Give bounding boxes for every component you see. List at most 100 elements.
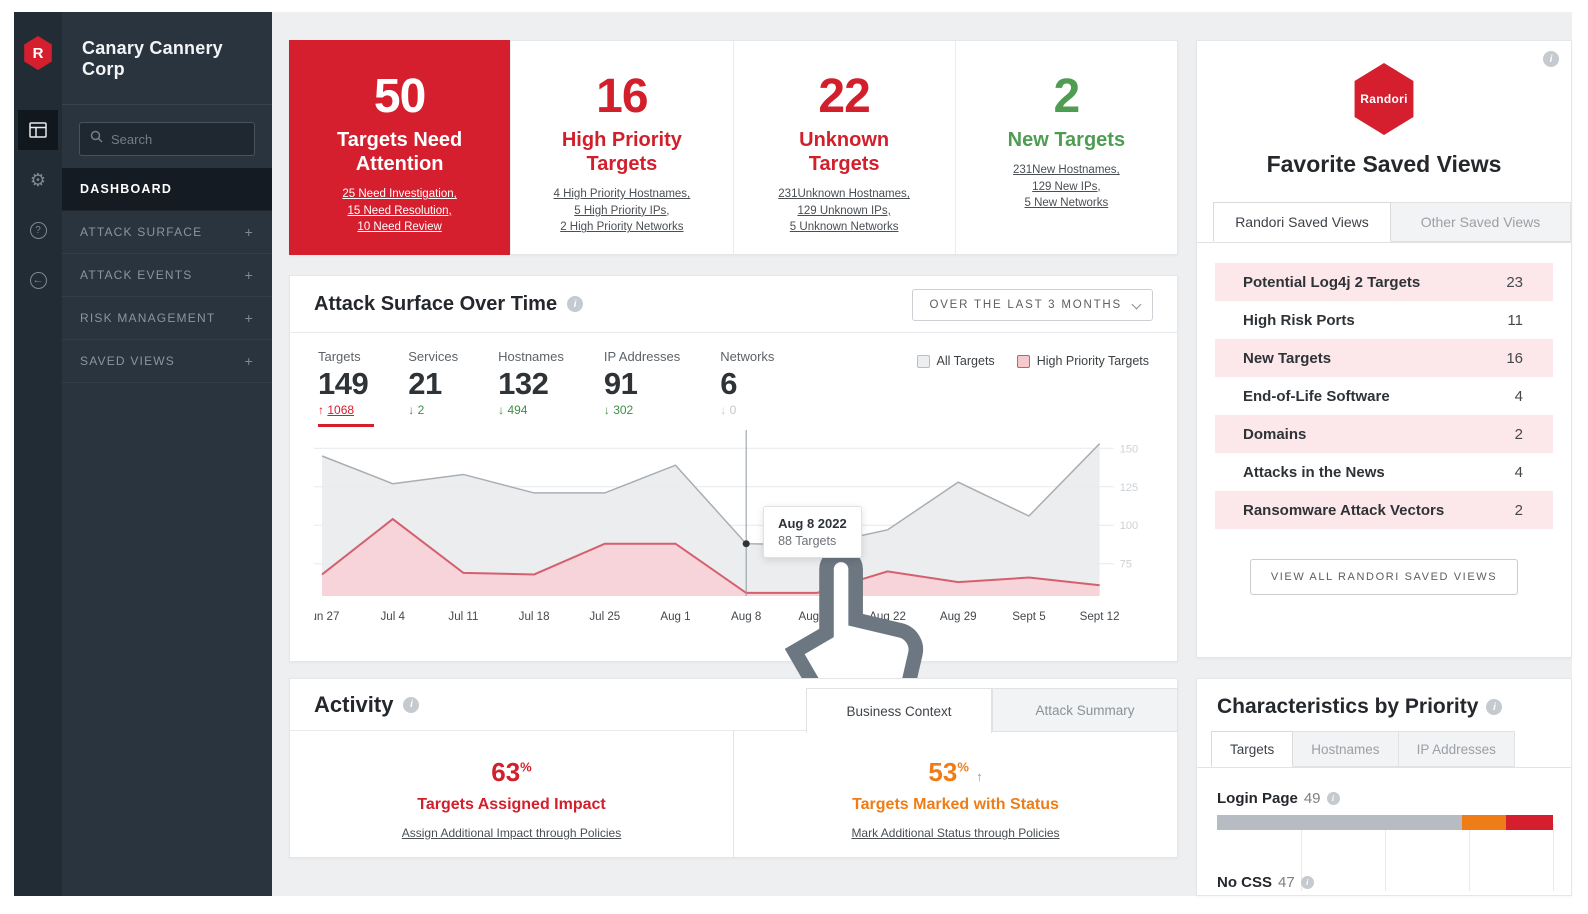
tab-attack-summary[interactable]: Attack Summary	[992, 688, 1178, 732]
dashboard-icon	[29, 122, 47, 138]
summary-link[interactable]: 5 New Networks	[1024, 197, 1109, 210]
randori-logo-small[interactable]: R	[24, 36, 52, 70]
sidebar-item-saved-views[interactable]: SAVED VIEWS +	[62, 340, 272, 383]
sidebar-search[interactable]	[79, 122, 255, 156]
time-range-dropdown[interactable]: OVER THE LAST 3 MONTHS	[912, 289, 1153, 321]
summary-link[interactable]: 231Unknown Hostnames,	[778, 188, 910, 200]
stat-services[interactable]: Services 21 ↓ 2	[408, 349, 459, 417]
characteristic-row-login-page[interactable]: Login Page 49	[1217, 790, 1553, 830]
activity-card: Activity Business Context Attack Summary…	[289, 678, 1178, 858]
tab-other-saved-views[interactable]: Other Saved Views	[1391, 202, 1571, 242]
summary-link[interactable]: 5 High Priority IPs,	[574, 204, 670, 217]
svg-text:Aug 8: Aug 8	[731, 611, 761, 623]
tab-targets[interactable]: Targets	[1211, 731, 1294, 767]
assign-impact-link[interactable]: Assign Additional Impact through Policie…	[401, 826, 622, 840]
summary-label: Targets Need Attention	[337, 129, 463, 175]
summary-value: 2	[1053, 70, 1081, 123]
dashboard-rail-button[interactable]	[18, 110, 58, 150]
summary-link[interactable]: 129 Unknown IPs,	[797, 204, 891, 217]
logout-rail-button[interactable]	[18, 260, 58, 300]
view-all-saved-views-button[interactable]: VIEW ALL RANDORI SAVED VIEWS	[1249, 559, 1519, 595]
summary-cards-row: 50 Targets Need Attention 25 Need Invest…	[289, 40, 1178, 255]
tab-business-context[interactable]: Business Context	[806, 688, 992, 733]
tab-randori-saved-views[interactable]: Randori Saved Views	[1213, 202, 1391, 242]
logout-icon	[29, 271, 47, 289]
chart-legend: All Targets High Priority Targets	[916, 354, 1149, 368]
svg-text:Jun 27: Jun 27	[314, 611, 339, 623]
summary-link[interactable]: 4 High Priority Hostnames,	[553, 188, 691, 200]
info-icon[interactable]	[1326, 792, 1340, 805]
trend-up-icon: ↑	[318, 403, 324, 417]
info-icon[interactable]	[1300, 876, 1314, 889]
summary-link[interactable]: 25 Need Investigation,	[342, 188, 457, 200]
tab-hostnames[interactable]: Hostnames	[1293, 731, 1399, 767]
list-item[interactable]: New Targets 16	[1215, 339, 1553, 377]
summary-link[interactable]: 15 Need Resolution,	[347, 204, 452, 217]
summary-link[interactable]: 5 Unknown Networks	[789, 221, 899, 234]
stat-hostnames[interactable]: Hostnames 132 ↓ 494	[498, 349, 564, 417]
expand-icon: +	[244, 224, 254, 240]
summary-link[interactable]: 129 New IPs,	[1032, 180, 1101, 193]
summary-link[interactable]: 2 High Priority Networks	[560, 221, 684, 234]
info-icon[interactable]	[567, 296, 584, 312]
info-icon[interactable]	[1543, 51, 1559, 67]
tab-ip-addresses[interactable]: IP Addresses	[1398, 731, 1515, 767]
attack-surface-chart[interactable]: 75 100 125 150 Jun 27 Jul 4 Jul 11 Jul 18 Jul 25…	[305, 426, 1153, 720]
stat-targets[interactable]: Targets 149 ↑ 1068	[318, 349, 375, 427]
settings-rail-button[interactable]: ⚙	[18, 160, 58, 200]
svg-text:Sept 12: Sept 12	[1080, 611, 1120, 623]
svg-text:75: 75	[1120, 559, 1132, 571]
sidebar-item-dashboard[interactable]: DASHBOARD	[62, 168, 272, 211]
list-item[interactable]: Potential Log4j 2 Targets 23	[1215, 263, 1553, 301]
search-input[interactable]	[111, 131, 244, 147]
attack-surface-over-time-card: Attack Surface Over Time OVER THE LAST 3…	[289, 275, 1178, 720]
favorite-saved-views-card: Randori Favorite Saved Views Randori Sav…	[1196, 40, 1572, 658]
legend-all-targets[interactable]: All Targets	[916, 354, 995, 368]
gear-icon: ⚙	[29, 170, 47, 190]
bar-gridlines	[1217, 824, 1554, 891]
info-icon[interactable]	[1486, 699, 1503, 715]
sidebar-item-attack-events[interactable]: ATTACK EVENTS +	[62, 254, 272, 297]
summary-link[interactable]: 231New Hostnames,	[1013, 164, 1120, 176]
trend-up-icon: ↑	[976, 769, 983, 784]
mark-status-link[interactable]: Mark Additional Status through Policies	[851, 826, 1060, 840]
attack-surface-title: Attack Surface Over Time	[314, 292, 558, 315]
summary-card-unknown-targets[interactable]: 22 Unknown Targets 231Unknown Hostnames,…	[734, 41, 956, 254]
list-item[interactable]: Domains 2	[1215, 415, 1553, 453]
summary-card-targets-need-attention[interactable]: 50 Targets Need Attention 25 Need Invest…	[289, 40, 512, 255]
svg-text:Jul 18: Jul 18	[519, 611, 550, 623]
all-targets-checkbox[interactable]	[916, 354, 930, 368]
summary-card-new-targets[interactable]: 2 New Targets 231New Hostnames, 129 New …	[956, 41, 1177, 254]
saved-views-tabs: Randori Saved Views Other Saved Views	[1197, 202, 1571, 243]
sidebar-item-attack-surface[interactable]: ATTACK SURFACE +	[62, 211, 272, 254]
help-rail-button[interactable]	[18, 210, 58, 250]
legend-high-priority-targets[interactable]: High Priority Targets	[1016, 354, 1149, 368]
svg-text:Aug 1: Aug 1	[660, 611, 690, 623]
high-priority-checkbox[interactable]	[1016, 354, 1030, 368]
priority-bar	[1217, 815, 1553, 830]
stat-networks[interactable]: Networks 6 ↓ 0	[720, 349, 775, 417]
characteristic-row-no-css[interactable]: No CSS 47	[1217, 874, 1553, 891]
expand-icon: +	[244, 267, 254, 283]
list-item[interactable]: End-of-Life Software 4	[1243, 387, 1523, 405]
svg-text:Jul 11: Jul 11	[448, 611, 478, 623]
stat-ip-addresses[interactable]: IP Addresses 91 ↓ 302	[603, 349, 681, 417]
svg-text:Jul 4: Jul 4	[381, 611, 406, 623]
svg-text:Jul 25: Jul 25	[589, 611, 620, 623]
summary-value: 22	[818, 70, 870, 123]
asot-stats-row: Targets 149 ↑ 1068 Services 21 ↓ 2 Hostn…	[290, 333, 1177, 427]
search-icon	[90, 130, 103, 148]
svg-text:100: 100	[1120, 520, 1138, 532]
characteristics-tabs: Targets Hostnames IP Addresses	[1197, 731, 1571, 768]
info-icon[interactable]	[403, 696, 420, 713]
attack-surface-chart-svg: 75 100 125 150 Jun 27 Jul 4 Jul 11 Jul 18 Jul 25…	[305, 430, 1138, 623]
summary-card-high-priority-targets[interactable]: 16 High Priority Targets 4 High Priority…	[511, 41, 734, 254]
list-item[interactable]: High Risk Ports 11	[1243, 311, 1523, 329]
list-item[interactable]: Attacks in the News 4	[1243, 463, 1523, 481]
list-item[interactable]: Ransomware Attack Vectors 2	[1215, 491, 1553, 529]
sidebar: R ⚙	[14, 12, 272, 896]
summary-link[interactable]: 10 Need Review	[357, 221, 442, 234]
sidebar-item-risk-management[interactable]: RISK MANAGEMENT +	[62, 297, 272, 340]
chart-tooltip: Aug 8 2022 88 Targets	[763, 506, 862, 558]
